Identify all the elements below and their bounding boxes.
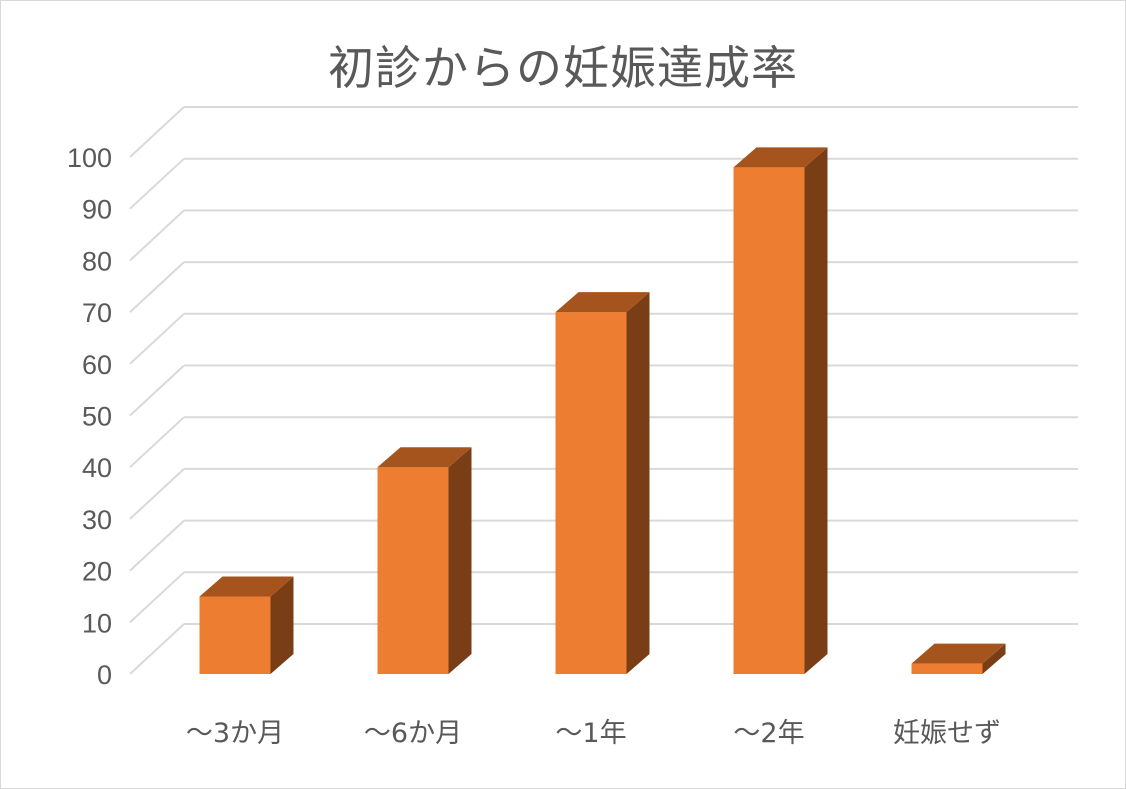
x-category-label: ～6か月: [364, 718, 462, 749]
bar-side: [448, 447, 472, 674]
bar-top: [199, 576, 294, 597]
y-tick-label: 0: [97, 660, 112, 690]
gridline-diagonal: [129, 623, 185, 675]
y-tick-label: 50: [82, 402, 112, 432]
bar-front: [733, 167, 805, 674]
y-tick-label: 70: [82, 298, 112, 328]
bar: [377, 447, 472, 674]
bar-top: [733, 147, 828, 168]
gridline-diagonal: [129, 416, 185, 468]
bar-front: [199, 596, 271, 674]
gridline-diagonal: [129, 364, 185, 417]
bar: [555, 292, 650, 674]
y-tick-label: 100: [67, 143, 112, 173]
gridline-diagonal: [129, 519, 185, 572]
y-tick-label: 10: [82, 608, 112, 638]
bar-side: [804, 147, 828, 675]
bar-front: [377, 467, 449, 674]
x-category-label: ～2年: [733, 718, 804, 749]
y-tick-label: 20: [82, 557, 112, 587]
x-category-label: ～3か月: [186, 718, 284, 749]
x-category-label: 妊娠せず: [893, 718, 1001, 749]
bar: [733, 147, 828, 675]
y-tick-label: 60: [82, 350, 112, 380]
gridline-diagonal: [129, 209, 185, 262]
chart-title: 初診からの妊娠達成率: [328, 41, 798, 95]
bar: [199, 576, 294, 674]
y-tick-label: 30: [82, 505, 112, 535]
gridline-diagonal: [129, 106, 185, 158]
gridline-diagonal: [129, 313, 185, 365]
x-category-label: ～1年: [555, 718, 626, 749]
gridline-diagonal: [129, 571, 185, 624]
bar-top: [377, 447, 472, 468]
bar-top: [555, 292, 650, 313]
bar-top: [911, 643, 1006, 664]
bar-side: [270, 576, 294, 674]
gridline-diagonal: [129, 261, 185, 313]
bar-side: [626, 292, 650, 674]
gridline-diagonal: [129, 468, 185, 520]
gridline-diagonal: [129, 157, 185, 210]
bar: [911, 643, 1006, 674]
bar-front: [555, 312, 627, 674]
y-tick-label: 40: [82, 453, 112, 483]
y-tick-label: 90: [82, 195, 112, 225]
y-tick-label: 80: [82, 246, 112, 276]
bar-front: [911, 663, 983, 674]
bar-side: [982, 643, 1006, 674]
